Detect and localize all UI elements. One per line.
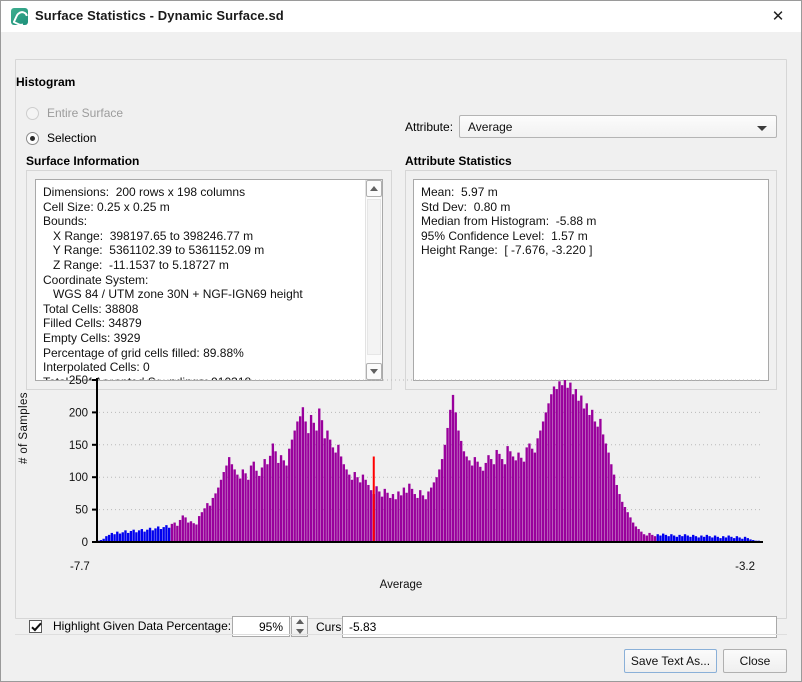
window-title: Surface Statistics - Dynamic Surface.sd xyxy=(35,8,284,23)
attribute-statistics-textbox[interactable]: Mean: 5.97 m Std Dev: 0.80 m Median from H… xyxy=(413,179,769,381)
radio-entire-surface-indicator xyxy=(26,106,39,120)
attribute-label: Attribute: xyxy=(405,120,454,134)
text-line: Total # of Accepted Soundings: 910318 xyxy=(43,375,303,380)
radio-selection[interactable]: Selection xyxy=(26,131,96,145)
close-icon[interactable]: ✕ xyxy=(771,7,785,25)
text-line: Percentage of grid cells filled: 89.88% xyxy=(43,345,244,360)
attribute-select[interactable]: Average xyxy=(459,115,777,138)
chevron-down-icon xyxy=(757,126,767,131)
close-button[interactable]: Close xyxy=(723,649,787,673)
title-bar: Surface Statistics - Dynamic Surface.sd … xyxy=(1,1,801,33)
text-line: WGS 84 / UTM zone 30N + NGF-IGN69 height xyxy=(43,287,303,302)
scrollbar-thumb[interactable] xyxy=(367,199,381,355)
text-line: Z Range: -11.1537 to 5.18727 m xyxy=(43,257,229,272)
scroll-down-icon[interactable] xyxy=(366,363,382,380)
footer-divider xyxy=(15,634,787,635)
chart-y-axis-label: # of Samples xyxy=(18,392,30,464)
surface-information-label: Surface Information xyxy=(26,154,140,168)
save-text-as-button[interactable]: Save Text As... xyxy=(624,649,717,673)
text-line: Bounds: xyxy=(43,214,88,229)
cursor-input[interactable]: -5.83 xyxy=(342,616,777,638)
percentage-value: 95% xyxy=(258,620,283,634)
scroll-up-icon[interactable] xyxy=(366,180,382,197)
histogram-group-label: Histogram xyxy=(16,75,76,89)
text-line: Cell Size: 0.25 x 0.25 m xyxy=(43,199,170,214)
cursor-value: -5.83 xyxy=(349,620,377,634)
x-axis-tick-min: -7.7 xyxy=(70,561,90,573)
surface-information-scrollbar[interactable] xyxy=(365,180,382,380)
svg-text:200: 200 xyxy=(69,407,88,419)
svg-text:100: 100 xyxy=(69,472,88,484)
text-line: Coordinate System: xyxy=(43,272,149,287)
dialog-body: Histogram Entire Surface Selection Surfa… xyxy=(1,32,801,681)
text-line: Std Dev: 0.80 m xyxy=(421,199,511,214)
text-line: Mean: 5.97 m xyxy=(421,185,498,199)
histogram-plot[interactable]: 0 50 100 150 200 250 xyxy=(21,372,781,562)
radio-entire-surface[interactable]: Entire Surface xyxy=(26,106,123,120)
percentage-input[interactable]: 95% xyxy=(232,616,290,637)
attribute-statistics-text: Mean: 5.97 m Std Dev: 0.80 m Median from H… xyxy=(421,185,596,258)
text-line: Median from Histogram: -5.88 m xyxy=(421,214,597,229)
radio-selection-label: Selection xyxy=(47,131,97,145)
percentage-stepper[interactable] xyxy=(291,616,308,637)
text-line: Total Cells: 38808 xyxy=(43,301,139,316)
attribute-statistics-label: Attribute Statistics xyxy=(405,154,512,168)
highlight-percentage-checkbox[interactable]: Highlight Given Data Percentage: xyxy=(29,617,234,635)
surface-information-text: Dimensions: 200 rows x 198 columns Cell S… xyxy=(43,185,303,380)
radio-entire-surface-label: Entire Surface xyxy=(47,106,124,120)
stepper-up-icon[interactable] xyxy=(295,619,304,625)
text-line: X Range: 398197.65 to 398246.77 m xyxy=(43,228,254,243)
text-line: 95% Confidence Level: 1.57 m xyxy=(421,228,588,243)
text-line: Interpolated Cells: 0 xyxy=(43,360,150,375)
surface-information-textbox[interactable]: Dimensions: 200 rows x 198 columns Cell S… xyxy=(35,179,383,381)
text-line: Dimensions: 200 rows x 198 columns xyxy=(43,185,246,199)
x-axis-tick-max: -3.2 xyxy=(735,561,755,573)
histogram-chart[interactable]: # of Samples 0 50 100 150 200 250 -7.7 -3.2 A… xyxy=(18,372,781,591)
text-line: Filled Cells: 34879 xyxy=(43,316,142,331)
highlight-percentage-label: Highlight Given Data Percentage: xyxy=(51,619,234,635)
chart-x-axis-label: Average xyxy=(379,579,423,591)
svg-text:250: 250 xyxy=(69,375,88,387)
text-line: Y Range: 5361102.39 to 5361152.09 m xyxy=(43,243,265,258)
checkbox-indicator xyxy=(29,619,42,633)
surface-icon xyxy=(11,8,28,25)
text-line: Height Range: [ -7.676, -3.220 ] xyxy=(421,243,593,258)
radio-selection-indicator xyxy=(26,131,39,145)
svg-text:50: 50 xyxy=(75,505,88,517)
svg-text:0: 0 xyxy=(82,537,88,549)
stepper-down-icon[interactable] xyxy=(295,628,304,634)
svg-text:150: 150 xyxy=(69,440,88,452)
attribute-selected-value: Average xyxy=(468,120,513,134)
text-line: Empty Cells: 3929 xyxy=(43,330,141,345)
